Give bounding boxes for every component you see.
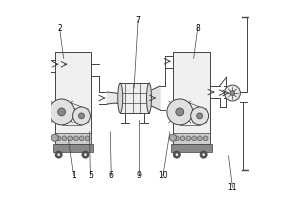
Circle shape bbox=[169, 134, 176, 141]
Text: 7: 7 bbox=[136, 16, 140, 25]
Circle shape bbox=[49, 99, 74, 125]
Circle shape bbox=[230, 91, 235, 95]
Circle shape bbox=[57, 153, 60, 156]
Text: 6: 6 bbox=[109, 171, 114, 180]
Circle shape bbox=[58, 108, 66, 116]
Circle shape bbox=[186, 136, 191, 141]
Text: 11: 11 bbox=[228, 183, 237, 192]
Circle shape bbox=[197, 136, 202, 141]
Circle shape bbox=[73, 107, 90, 125]
Circle shape bbox=[74, 136, 78, 141]
Circle shape bbox=[55, 151, 62, 158]
Circle shape bbox=[51, 134, 58, 141]
Circle shape bbox=[85, 136, 90, 141]
Circle shape bbox=[203, 136, 208, 141]
Circle shape bbox=[180, 136, 185, 141]
Bar bbox=[173, 52, 210, 144]
Circle shape bbox=[167, 99, 193, 125]
Circle shape bbox=[175, 153, 178, 156]
Text: 5: 5 bbox=[88, 171, 93, 180]
Circle shape bbox=[192, 136, 197, 141]
Circle shape bbox=[174, 136, 179, 141]
Circle shape bbox=[84, 153, 87, 156]
Bar bbox=[55, 52, 92, 144]
Text: 2: 2 bbox=[57, 24, 62, 33]
Ellipse shape bbox=[146, 83, 152, 113]
Circle shape bbox=[197, 113, 203, 119]
Polygon shape bbox=[107, 92, 116, 104]
Ellipse shape bbox=[118, 83, 123, 113]
Circle shape bbox=[191, 107, 208, 125]
Circle shape bbox=[79, 113, 85, 119]
Bar bbox=[53, 144, 93, 152]
Circle shape bbox=[56, 136, 61, 141]
Bar bbox=[171, 144, 211, 152]
Circle shape bbox=[79, 136, 84, 141]
Circle shape bbox=[224, 85, 240, 101]
Circle shape bbox=[62, 136, 67, 141]
Bar bbox=[55, 133, 92, 144]
Circle shape bbox=[176, 108, 184, 116]
Bar bbox=[120, 83, 149, 113]
Text: 9: 9 bbox=[136, 171, 142, 180]
Text: 8: 8 bbox=[195, 24, 200, 33]
Polygon shape bbox=[152, 86, 160, 110]
Circle shape bbox=[202, 153, 205, 156]
Text: 1: 1 bbox=[71, 171, 76, 180]
Circle shape bbox=[68, 136, 73, 141]
Circle shape bbox=[200, 151, 207, 158]
Bar bbox=[173, 133, 210, 144]
Circle shape bbox=[82, 151, 89, 158]
Text: 10: 10 bbox=[158, 171, 168, 180]
Circle shape bbox=[173, 151, 180, 158]
